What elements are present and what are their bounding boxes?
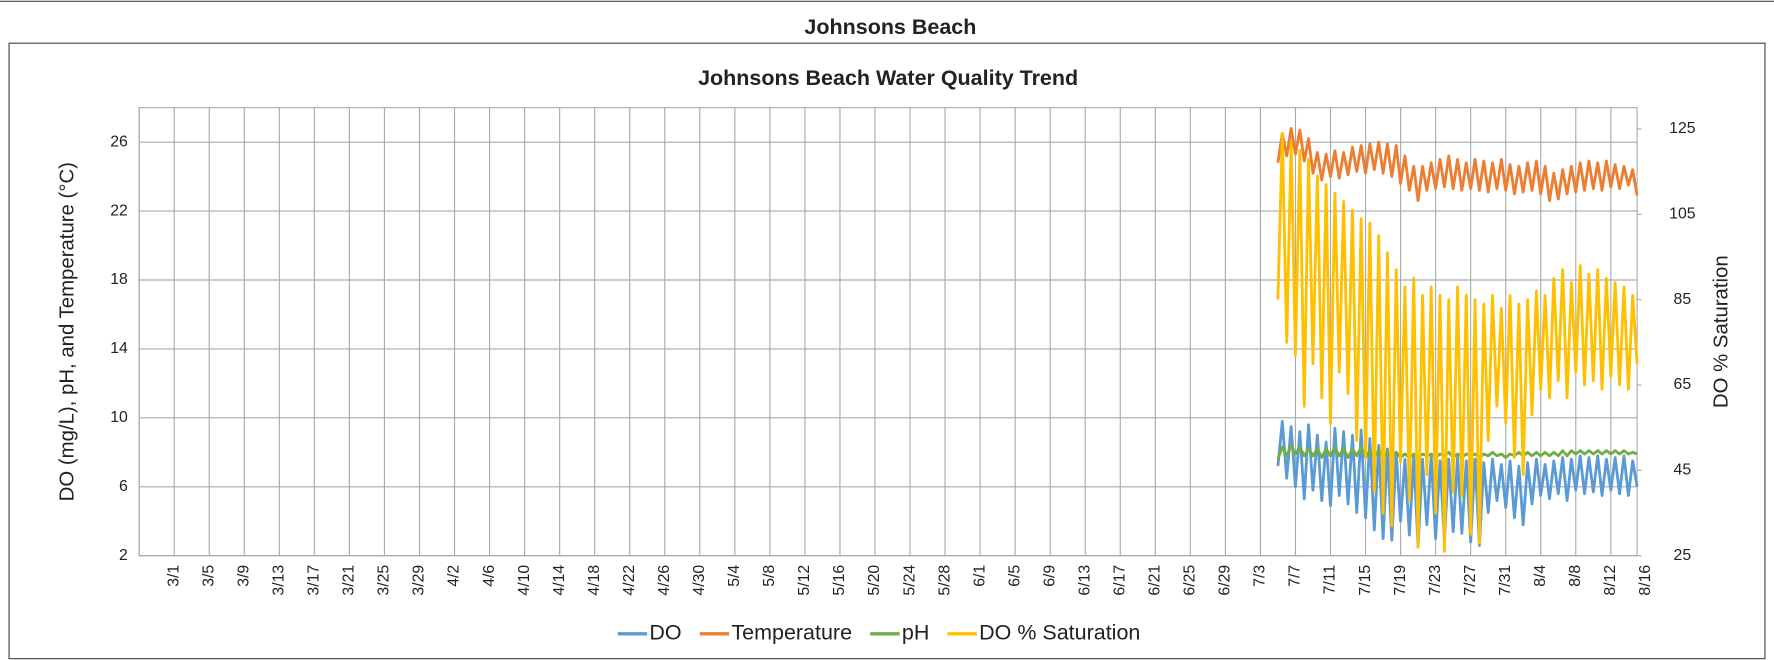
y-tick-label: 18	[110, 271, 128, 288]
x-tick-label: 5/28	[936, 565, 953, 596]
x-tick-label: 5/12	[796, 565, 813, 596]
x-tick-label: 8/12	[1602, 565, 1619, 596]
x-tick-label: 3/13	[271, 565, 288, 596]
x-tick-label: 6/13	[1076, 565, 1093, 596]
x-tick-label: 6/9	[1041, 565, 1058, 587]
x-tick-label: 8/4	[1532, 565, 1549, 587]
x-tick-label: 4/6	[481, 565, 498, 587]
x-tick-label: 6/1	[971, 565, 988, 587]
x-tick-label: 6/5	[1006, 565, 1023, 587]
x-tick-label: 4/2	[446, 565, 463, 587]
legend-label: DO	[649, 620, 681, 644]
legend-label: Temperature	[731, 620, 852, 644]
y-tick-label: 2	[119, 547, 128, 564]
x-tick-label: 5/8	[761, 565, 778, 587]
series-line	[1276, 443, 1638, 460]
x-tick-label: 4/30	[691, 565, 708, 596]
series-line	[1276, 126, 1639, 203]
page-title: Johnsons Beach	[804, 15, 976, 39]
chart-title: Johnsons Beach Water Quality Trend	[698, 66, 1078, 90]
x-tick-label: 3/25	[376, 565, 393, 596]
x-tick-label: 4/26	[656, 565, 673, 596]
x-tick-label: 5/24	[901, 565, 918, 596]
legend-label: pH	[902, 620, 929, 644]
x-tick-label: 3/9	[235, 565, 252, 587]
x-tick-label: 7/3	[1252, 565, 1269, 587]
y2-tick-label: 25	[1674, 547, 1692, 564]
y-tick-label: 10	[110, 409, 128, 426]
x-tick-label: 7/15	[1357, 565, 1374, 596]
x-tick-label: 7/31	[1497, 565, 1514, 596]
x-tick-label: 7/27	[1462, 565, 1479, 596]
x-tick-label: 6/21	[1147, 565, 1164, 596]
x-tick-label: 6/29	[1217, 565, 1234, 596]
x-tick-label: 4/22	[621, 565, 638, 596]
chart-border	[8, 42, 1766, 660]
y-tick-label: 22	[110, 202, 128, 219]
x-tick-label: 4/10	[516, 565, 533, 596]
series-line	[1276, 131, 1639, 553]
x-tick-label: 3/5	[200, 565, 217, 587]
y2-axis-label: DO % Saturation	[1710, 255, 1732, 408]
x-tick-label: 3/1	[165, 565, 182, 587]
plot-frame	[138, 107, 1638, 557]
x-tick-label: 7/11	[1322, 565, 1339, 595]
x-tick-label: 3/29	[411, 565, 428, 596]
legend-label: DO % Saturation	[979, 620, 1140, 644]
y-tick-label: 26	[110, 133, 128, 150]
x-tick-label: 7/19	[1392, 565, 1409, 596]
x-tick-label: 8/8	[1567, 565, 1584, 587]
series-line	[1276, 419, 1639, 549]
x-tick-label: 7/7	[1287, 565, 1304, 587]
y2-tick-label: 105	[1669, 206, 1696, 223]
x-tick-label: 5/16	[831, 565, 848, 596]
y-tick-label: 14	[110, 340, 128, 357]
x-tick-label: 5/20	[866, 565, 883, 596]
y2-tick-label: 125	[1669, 120, 1696, 137]
x-tick-label: 6/17	[1111, 565, 1128, 596]
x-tick-label: 4/18	[586, 565, 603, 596]
y2-tick-label: 45	[1674, 462, 1692, 479]
y-tick-label: 6	[119, 478, 128, 495]
x-tick-label: 8/16	[1637, 565, 1654, 596]
y2-tick-label: 65	[1674, 376, 1692, 393]
y2-tick-label: 85	[1674, 291, 1692, 308]
x-tick-label: 3/21	[341, 565, 358, 596]
y-axis-label: DO (mg/L), pH, and Temperature (°C)	[56, 162, 78, 501]
x-tick-label: 6/25	[1182, 565, 1199, 596]
x-tick-label: 3/17	[306, 565, 323, 596]
x-tick-label: 4/14	[551, 565, 568, 596]
x-tick-label: 7/23	[1427, 565, 1444, 596]
x-tick-label: 5/4	[726, 565, 743, 587]
